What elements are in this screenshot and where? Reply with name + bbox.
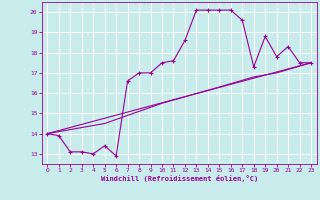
X-axis label: Windchill (Refroidissement éolien,°C): Windchill (Refroidissement éolien,°C)	[100, 175, 258, 182]
